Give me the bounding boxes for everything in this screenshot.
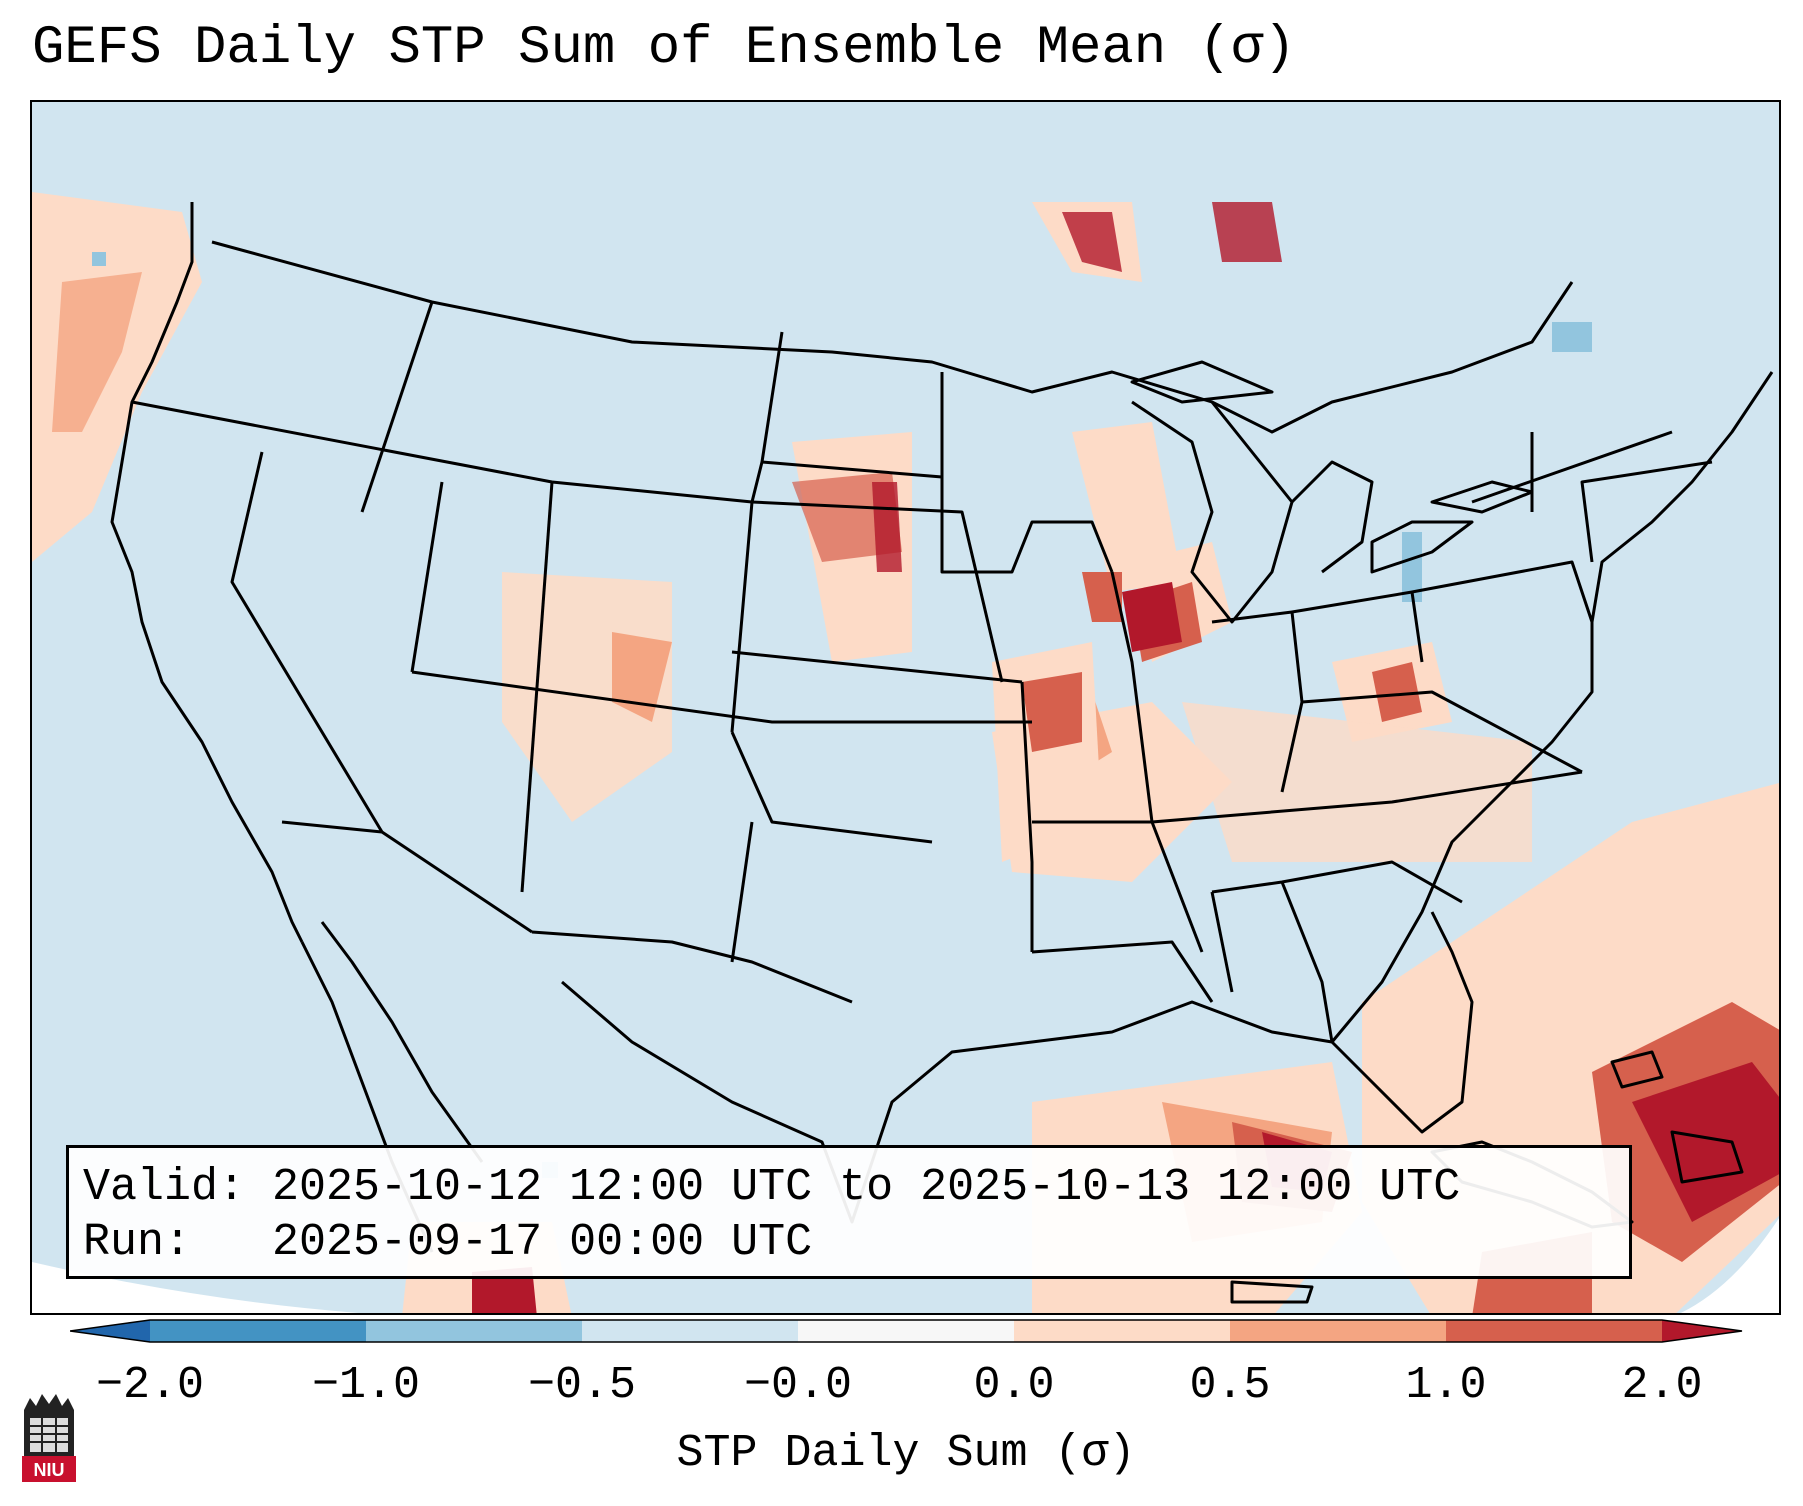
colorbar-segment — [150, 1320, 366, 1342]
run-time-text: Run: 2025-09-17 00:00 UTC — [83, 1217, 813, 1268]
map-svg — [32, 102, 1779, 1313]
colorbar-segment — [798, 1320, 1014, 1342]
colorbar-tick-label: 2.0 — [1621, 1360, 1703, 1411]
projection-edge-se — [1680, 1218, 1779, 1313]
colorbar-extend-low — [70, 1320, 150, 1342]
valid-run-info-box: Valid: 2025-10-12 12:00 UTC to 2025-10-1… — [66, 1145, 1632, 1279]
colorbar-outline — [70, 1319, 1743, 1343]
colorbar-extend-high — [1662, 1320, 1742, 1342]
colorbar-segment — [1014, 1320, 1230, 1342]
colorbar-tick-label: 1.0 — [1405, 1360, 1487, 1411]
map-panel[interactable] — [30, 100, 1781, 1315]
colorbar — [70, 1319, 1743, 1343]
colorbar-tick-label: −0.0 — [743, 1360, 853, 1411]
niu-logo-icon: NIU — [22, 1394, 76, 1482]
colorbar-segment — [366, 1320, 582, 1342]
logo-text: NIU — [34, 1460, 65, 1480]
colorbar-tick-label: −0.5 — [527, 1360, 637, 1411]
colorbar-segment — [1230, 1320, 1446, 1342]
colorbar-tick-label: 0.5 — [1189, 1360, 1271, 1411]
colorbar-tick-label: −1.0 — [311, 1360, 421, 1411]
colorbar-segment — [1446, 1320, 1662, 1342]
state-borders — [110, 202, 1774, 1304]
valid-time-text: Valid: 2025-10-12 12:00 UTC to 2025-10-1… — [83, 1162, 1461, 1213]
colorbar-tick-label: −2.0 — [95, 1360, 205, 1411]
colorbar-segment — [582, 1320, 798, 1342]
page-title: GEFS Daily STP Sum of Ensemble Mean (σ) — [32, 18, 1296, 79]
projection-edge-sw — [32, 1262, 359, 1313]
colorbar-title: STP Daily Sum (σ) — [676, 1428, 1136, 1479]
colorbar-tick-label: 0.0 — [973, 1360, 1055, 1411]
